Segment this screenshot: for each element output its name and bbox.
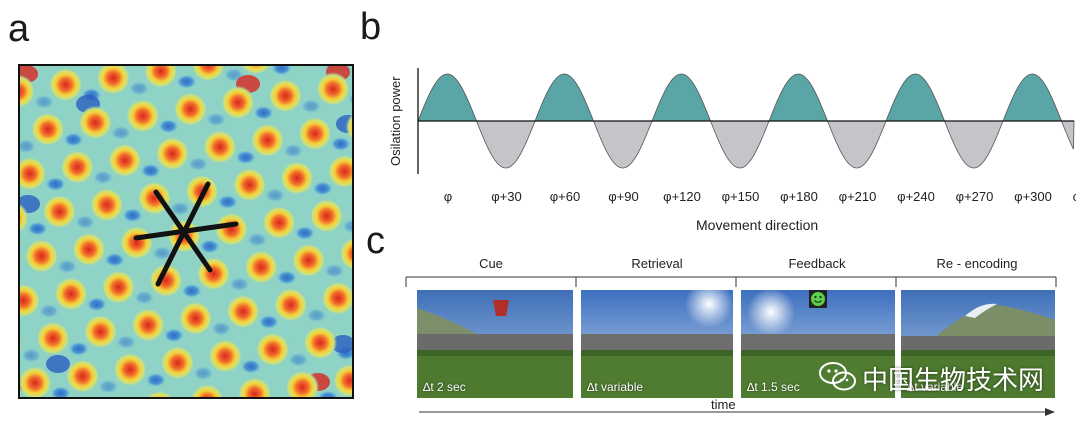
feedback-duration: ∆t 1.5 sec [747,380,800,394]
x-tick-label: φ+180 [780,189,818,204]
x-axis-label: Movement direction [696,217,818,233]
retrieval-frame: ∆t variable [581,290,733,398]
panel-label-c: c [366,220,385,262]
bucket-cue-icon [493,300,509,316]
x-tick-label: φ+60 [550,189,580,204]
negative-lobe [1060,120,1075,150]
reencoding-duration: ∆t variable [907,380,964,394]
phase-label-reencoding: Re - encoding [936,256,1018,271]
x-tick-labels: φ φ+30 φ+60 φ+90 φ+120 φ+150 φ+180 φ+210 φ+240 φ+… [444,189,1076,204]
wechat-watermark: 中国生物技术网 [818,358,1058,396]
panel-label-a: a [8,8,30,50]
x-tick-label: φ+30 [491,189,521,204]
panel-label-b: b [360,6,382,48]
phase-label-cue: Cue [479,256,503,271]
x-tick-label: φ [444,189,452,204]
negative-lobe [943,120,1004,169]
positive-lobe [885,73,946,122]
oscillation-wave [417,73,1075,169]
negative-lobe [592,120,653,169]
x-tick-label: φ+240 [897,189,935,204]
positive-lobe [651,73,712,122]
x-tick-label: φ+150 [722,189,760,204]
phase-label-feedback: Feedback [788,256,846,271]
cue-frame: ∆t 2 sec [417,290,573,398]
feedback-frame: ∆t 1.5 sec [741,290,895,398]
positive-lobe [534,73,595,122]
grid-cell-rate-map [18,64,354,399]
positive-lobe [768,73,829,122]
reencoding-frame: ∆t variable [901,290,1055,398]
timeline-brackets [405,276,1057,416]
cue-duration: ∆t 2 sec [423,380,466,394]
x-tick-label: φ+270 [956,189,994,204]
oscillation-power-chart: Osilation power φ φ+30 φ+60 φ+90 φ+120 φ+150 φ… [388,68,1076,233]
hexagonal-axes [133,181,239,287]
firing-fields [18,64,354,399]
retrieval-duration: ∆t variable [587,380,644,394]
positive-lobe [1002,73,1063,122]
x-tick-label: φ+90 [608,189,638,204]
negative-lobe [709,120,770,169]
phase-label-retrieval: Retrieval [631,256,683,271]
time-axis-label: time [711,397,736,412]
task-timeline: Cue Retrieval Feedback Re - encoding ∆t … [405,250,1065,420]
negative-lobe [475,120,536,169]
x-tick-label: φ+210 [839,189,877,204]
watermark-text: 中国生物技术网 [862,366,1045,396]
wechat-icon [819,362,856,391]
x-tick-label: φ+330 [1073,189,1076,204]
x-tick-label: φ+120 [663,189,701,204]
x-tick-label: φ+300 [1014,189,1052,204]
positive-lobe [417,73,478,122]
y-axis-label: Osilation power [388,76,403,166]
negative-lobe [826,120,887,169]
smiley-feedback-icon [809,290,827,308]
